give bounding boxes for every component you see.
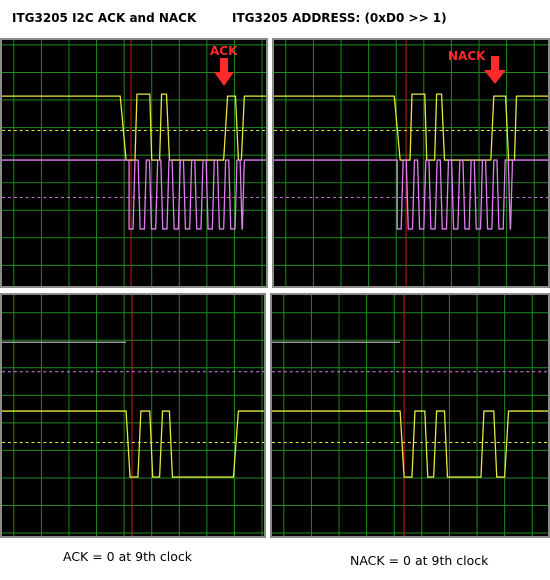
ack-marker-label: ACK [210,44,238,58]
scope-panel-nack-bottom [270,293,550,538]
ack-caption: ACK = 0 at 9th clock [63,549,192,564]
sda-trace [274,93,548,161]
scope-screen-nack-bottom [272,295,548,536]
scl-trace [2,159,266,230]
sda-trace [2,410,264,478]
right-title: ITG3205 ADDRESS: (0xD0 >> 1) [232,11,447,25]
left-title: ITG3205 I2C ACK and NACK [12,11,197,25]
nack-caption: NACK = 0 at 9th clock [350,553,489,568]
scl-trace [274,159,548,230]
nack-marker-label: NACK [448,49,486,63]
scope-screen-ack [2,40,266,286]
scope-panel-ack-bottom [0,293,266,538]
scope-panel-nack [272,38,550,288]
nack-marker-arrow-icon [484,56,506,86]
sda-trace [272,410,548,478]
scope-screen-nack [274,40,548,286]
scope-screen-ack-bottom [2,295,264,536]
ack-marker-arrow-icon [214,58,234,88]
